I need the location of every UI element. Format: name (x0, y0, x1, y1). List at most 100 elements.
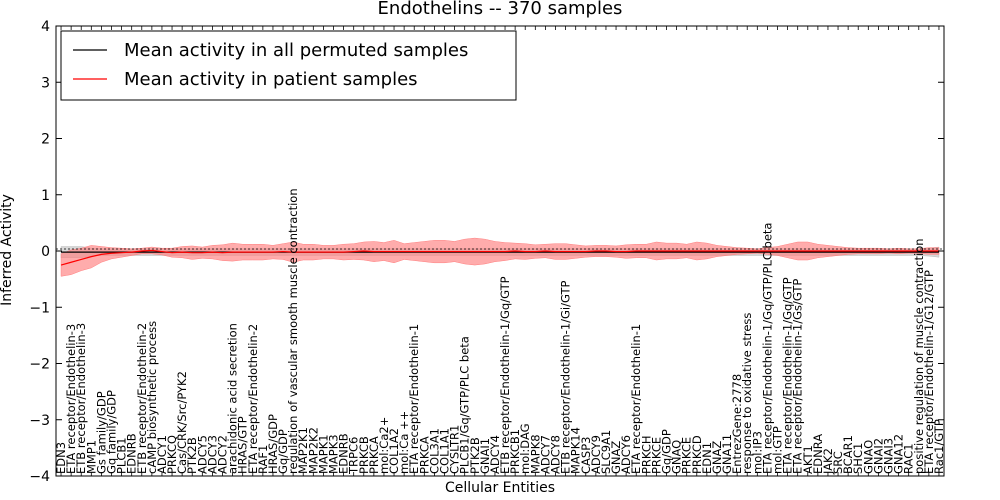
x-tick-label: ADCY5 (195, 435, 209, 474)
x-tick-label: ETA receptor/Endothelin-1/Gs/GTP (791, 279, 805, 474)
series-line-1 (60, 249, 939, 266)
x-tick-label: Cas/CRK/Src/PYK2 (175, 371, 189, 474)
legend-label-permuted: Mean activity in all permuted samples (124, 40, 468, 61)
chart-title: Endothelins -- 370 samples (378, 0, 623, 19)
x-tick-label: response to oxidative stress (740, 313, 754, 474)
x-tick-label: ETA receptor/Endothelin-2 (246, 324, 260, 474)
x-tick-label: mol:DAG (518, 423, 532, 474)
x-tick-label: GNAI3 (882, 438, 896, 474)
x-tick-label: ETA receptor/Endothelin-1/Gq/GTP/PLC bet… (760, 223, 774, 474)
x-tick-label: regulation of vascular smooth muscle con… (286, 188, 300, 474)
x-tick-label: mol:Ca2+ (377, 417, 391, 474)
x-tick-label: RAC1 (902, 443, 916, 474)
x-tick-label: GNA11 (720, 434, 734, 474)
y-tick-label: 4 (41, 19, 50, 35)
x-tick-label: MAPK1 (316, 434, 330, 474)
y-tick-label: 3 (41, 75, 50, 91)
series-band-1 (60, 237, 940, 277)
x-tick-label: MAP2K1 (296, 427, 310, 474)
x-tick-label: COL1A1 (438, 428, 452, 474)
x-tick-label: ADCY7 (538, 435, 552, 474)
x-tick-label: GNAZ (710, 441, 724, 474)
x-tick-label: ETA receptor/Endothelin-1 (629, 324, 643, 474)
x-tick-label: mol:IP3 (750, 431, 764, 474)
x-tick-label: ETA receptor/Endothelin-1 (407, 324, 421, 474)
x-tick-label: positive regulation of muscle contractio… (912, 238, 926, 474)
y-tick-label: 0 (41, 244, 50, 260)
x-tick-label: ADCY8 (549, 435, 563, 474)
x-axis-label: Cellular Entities (445, 480, 555, 496)
x-tick-label: PRKCE (649, 437, 663, 474)
x-tick-label: PLCB1/Gq/GTP/PLC beta (458, 336, 472, 474)
y-tick-label: −3 (29, 413, 50, 429)
x-tick-label: ETB receptor/Endothelin-1/Gi/GTP (559, 280, 573, 474)
x-tick-label: SLC9A1 (599, 430, 613, 474)
x-tick-label: ADCY3 (205, 435, 219, 474)
x-tick-label: Gs family/GDP (94, 391, 108, 474)
x-tick-label: PTK2B (185, 437, 199, 474)
y-axis-label: Inferred Activity (0, 194, 15, 306)
x-tick-label: MAP2K2 (306, 427, 320, 474)
x-tick-label: GNAQ (670, 440, 684, 474)
x-tick-label: PTK2B (468, 437, 482, 474)
y-tick-label: 1 (41, 188, 50, 204)
x-tick-label: GNA12 (892, 434, 906, 474)
x-tick-label: ETA receptor/Endothelin-1/G12/GTP (922, 270, 936, 474)
x-tick-label: RAF1 (256, 445, 270, 474)
x-tick-label: SHC1 (851, 443, 865, 474)
x-tick-label: PRKCE (680, 437, 694, 474)
x-tick-label: Rac1/GTP (932, 419, 946, 474)
x-tick-label: EDNRB (337, 433, 351, 474)
y-axis: −4 −3 −2 −1 0 1 2 3 4 (29, 19, 944, 485)
x-tick-label: MAPK3 (327, 434, 341, 474)
x-tick-label: MMP1 (84, 440, 98, 474)
x-tick-label: GNAO (861, 440, 875, 474)
x-tick-label: ADCY2 (216, 435, 230, 474)
x-tick-label: SRC (831, 451, 845, 474)
x-tick-label: EDNRA (811, 434, 825, 474)
x-tick-label: PRKCA (417, 436, 431, 474)
x-tick-label: MAPK14 (569, 427, 583, 474)
y-tick-label: 2 (41, 132, 50, 148)
series-lines (60, 249, 939, 266)
x-tick-label: CASP3 (579, 437, 593, 474)
x-tick-label: ETA receptor/Endothelin-3 (64, 324, 78, 474)
x-tick-label: JAK2 (821, 448, 835, 475)
x-tick-label: EntrezGene:2778 (730, 374, 744, 474)
x-tick-label: PRKCB (357, 436, 371, 474)
x-tick-label: Gq/GDP (276, 429, 290, 474)
x-tick-label: CYSLTR1 (448, 425, 462, 474)
y-tick-label: −2 (29, 357, 50, 373)
legend: Mean activity in all permuted samples Me… (60, 30, 517, 101)
x-tick-label: BCAR1 (841, 435, 855, 474)
x-tick-label: AKT1 (801, 445, 815, 474)
x-tick-label: COL1A2 (387, 428, 401, 474)
y-tick-label: −1 (29, 300, 50, 316)
x-tick-label: PRKCB1 (508, 429, 522, 474)
x-tick-label: HRAS/GDP (266, 414, 280, 474)
x-tick-label: PRKCH (639, 435, 653, 474)
x-tick-label: ADCY6 (619, 435, 633, 474)
x-tick-label: PRKCQ (165, 435, 179, 474)
x-tick-label: mol:Ca ++ (397, 411, 411, 474)
x-tick-label: GNAI1 (478, 438, 492, 474)
bands (60, 237, 940, 277)
x-tick-label: ADCY1 (155, 435, 169, 474)
x-tick-label: GNAZ (609, 441, 623, 474)
y-tick-label: −4 (29, 469, 50, 485)
x-tick-label: ETA receptor/Endothelin-1/Gq/GTP (781, 277, 795, 474)
x-tick-label: ETB receptor/Endothelin-2 (135, 323, 149, 474)
x-tick-label: GNAI2 (871, 438, 885, 474)
x-tick-label: EDN1 (700, 442, 714, 474)
legend-label-patient: Mean activity in patient samples (124, 69, 418, 90)
x-tick-label: ADCY4 (488, 435, 502, 474)
x-tick-label: Gq family/GDP (105, 390, 119, 474)
x-tick-label: PRKCD (690, 435, 704, 474)
x-tick-label: Gq/GDP (660, 429, 674, 474)
x-tick-label: PRKCA (367, 436, 381, 474)
x-tick-label: arachidonic acid secretion (226, 323, 240, 474)
x-tick-label: EDN3 (54, 442, 68, 474)
